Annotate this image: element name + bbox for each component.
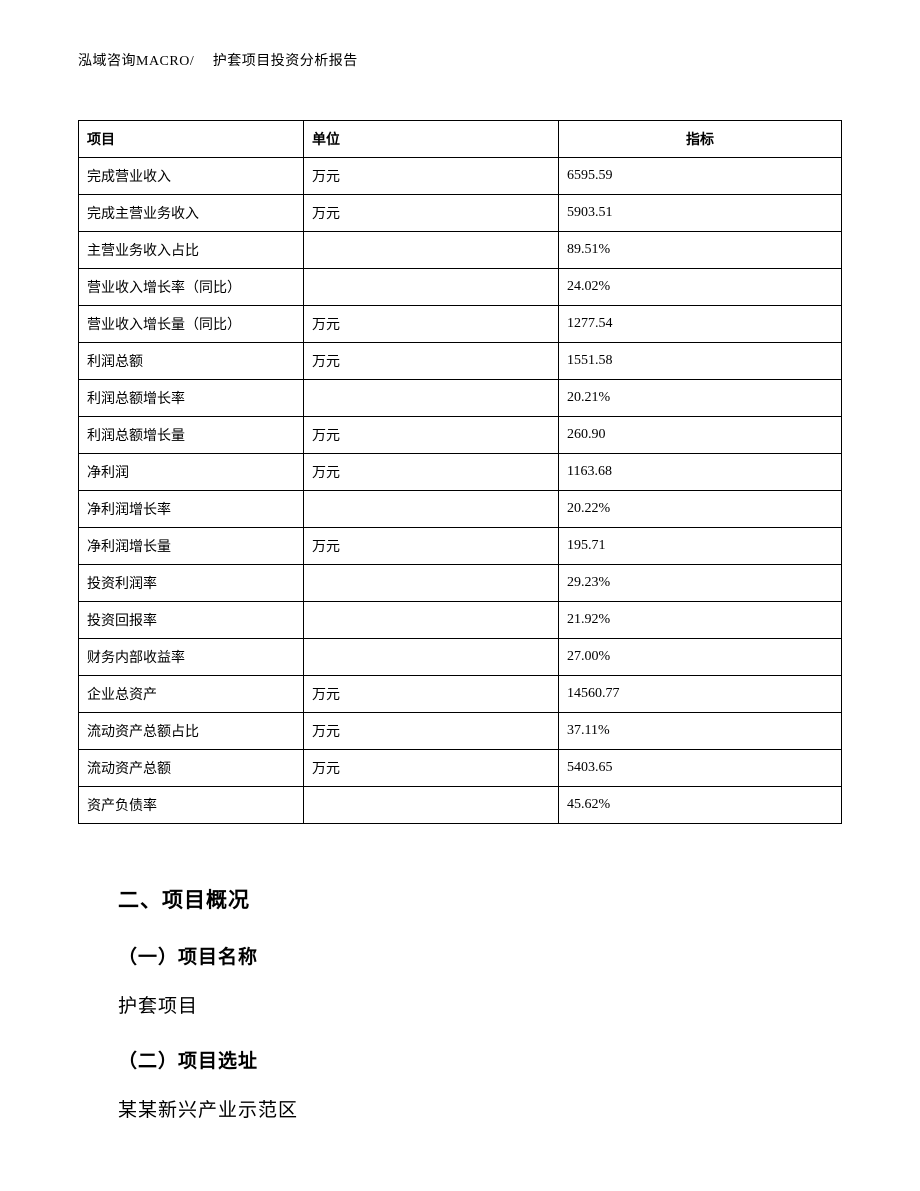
cell-item: 完成营业收入 (79, 158, 304, 195)
table-row: 财务内部收益率 27.00% (79, 639, 842, 676)
cell-unit (304, 602, 559, 639)
cell-item: 财务内部收益率 (79, 639, 304, 676)
cell-unit (304, 639, 559, 676)
cell-item: 投资利润率 (79, 565, 304, 602)
cell-value: 24.02% (559, 269, 842, 306)
cell-item: 企业总资产 (79, 676, 304, 713)
table-row: 企业总资产 万元 14560.77 (79, 676, 842, 713)
table-row: 利润总额 万元 1551.58 (79, 343, 842, 380)
cell-item: 主营业务收入占比 (79, 232, 304, 269)
cell-item: 净利润增长率 (79, 491, 304, 528)
cell-value: 5403.65 (559, 750, 842, 787)
cell-value: 195.71 (559, 528, 842, 565)
financial-data-table: 项目 单位 指标 完成营业收入 万元 6595.59 完成主营业务收入 万元 5… (78, 120, 842, 824)
cell-value: 1163.68 (559, 454, 842, 491)
cell-value: 5903.51 (559, 195, 842, 232)
section-overview-heading: 二、项目概况 (118, 884, 842, 914)
table-row: 流动资产总额占比 万元 37.11% (79, 713, 842, 750)
project-location-value: 某某新兴产业示范区 (118, 1095, 842, 1122)
table-row: 营业收入增长量（同比） 万元 1277.54 (79, 306, 842, 343)
cell-unit: 万元 (304, 158, 559, 195)
cell-value: 45.62% (559, 787, 842, 824)
table-row: 完成主营业务收入 万元 5903.51 (79, 195, 842, 232)
cell-unit (304, 232, 559, 269)
cell-item: 净利润 (79, 454, 304, 491)
table-row: 利润总额增长率 20.21% (79, 380, 842, 417)
cell-value: 1277.54 (559, 306, 842, 343)
table-row: 完成营业收入 万元 6595.59 (79, 158, 842, 195)
cell-unit: 万元 (304, 417, 559, 454)
column-header-unit: 单位 (304, 121, 559, 158)
cell-unit: 万元 (304, 195, 559, 232)
table-row: 投资回报率 21.92% (79, 602, 842, 639)
subsection-name-heading: （一）项目名称 (118, 942, 842, 969)
column-header-value: 指标 (559, 121, 842, 158)
cell-item: 流动资产总额占比 (79, 713, 304, 750)
cell-unit: 万元 (304, 676, 559, 713)
cell-item: 完成主营业务收入 (79, 195, 304, 232)
project-name-value: 护套项目 (118, 991, 842, 1018)
cell-item: 流动资产总额 (79, 750, 304, 787)
table-row: 净利润增长率 20.22% (79, 491, 842, 528)
cell-item: 利润总额增长量 (79, 417, 304, 454)
page-header: 泓域咨询MACRO/ 护套项目投资分析报告 (78, 50, 842, 70)
cell-unit: 万元 (304, 713, 559, 750)
column-header-item: 项目 (79, 121, 304, 158)
cell-unit: 万元 (304, 750, 559, 787)
table-header-row: 项目 单位 指标 (79, 121, 842, 158)
table-row: 净利润 万元 1163.68 (79, 454, 842, 491)
cell-value: 89.51% (559, 232, 842, 269)
content-area: 二、项目概况 （一）项目名称 护套项目 （二）项目选址 某某新兴产业示范区 (78, 884, 842, 1122)
cell-value: 6595.59 (559, 158, 842, 195)
cell-unit: 万元 (304, 454, 559, 491)
table-row: 流动资产总额 万元 5403.65 (79, 750, 842, 787)
cell-item: 利润总额 (79, 343, 304, 380)
table-row: 资产负债率 45.62% (79, 787, 842, 824)
cell-value: 37.11% (559, 713, 842, 750)
cell-item: 营业收入增长率（同比） (79, 269, 304, 306)
cell-value: 21.92% (559, 602, 842, 639)
cell-unit (304, 787, 559, 824)
cell-value: 260.90 (559, 417, 842, 454)
cell-value: 27.00% (559, 639, 842, 676)
subsection-location-heading: （二）项目选址 (118, 1046, 842, 1073)
cell-value: 1551.58 (559, 343, 842, 380)
cell-unit (304, 269, 559, 306)
table-row: 营业收入增长率（同比） 24.02% (79, 269, 842, 306)
cell-item: 资产负债率 (79, 787, 304, 824)
cell-item: 净利润增长量 (79, 528, 304, 565)
cell-unit (304, 380, 559, 417)
cell-unit: 万元 (304, 306, 559, 343)
cell-item: 营业收入增长量（同比） (79, 306, 304, 343)
cell-unit: 万元 (304, 528, 559, 565)
cell-unit (304, 491, 559, 528)
cell-value: 20.22% (559, 491, 842, 528)
cell-unit: 万元 (304, 343, 559, 380)
table-row: 投资利润率 29.23% (79, 565, 842, 602)
cell-item: 利润总额增长率 (79, 380, 304, 417)
cell-value: 29.23% (559, 565, 842, 602)
cell-item: 投资回报率 (79, 602, 304, 639)
table-row: 利润总额增长量 万元 260.90 (79, 417, 842, 454)
table-row: 净利润增长量 万元 195.71 (79, 528, 842, 565)
cell-unit (304, 565, 559, 602)
table-row: 主营业务收入占比 89.51% (79, 232, 842, 269)
cell-value: 14560.77 (559, 676, 842, 713)
cell-value: 20.21% (559, 380, 842, 417)
